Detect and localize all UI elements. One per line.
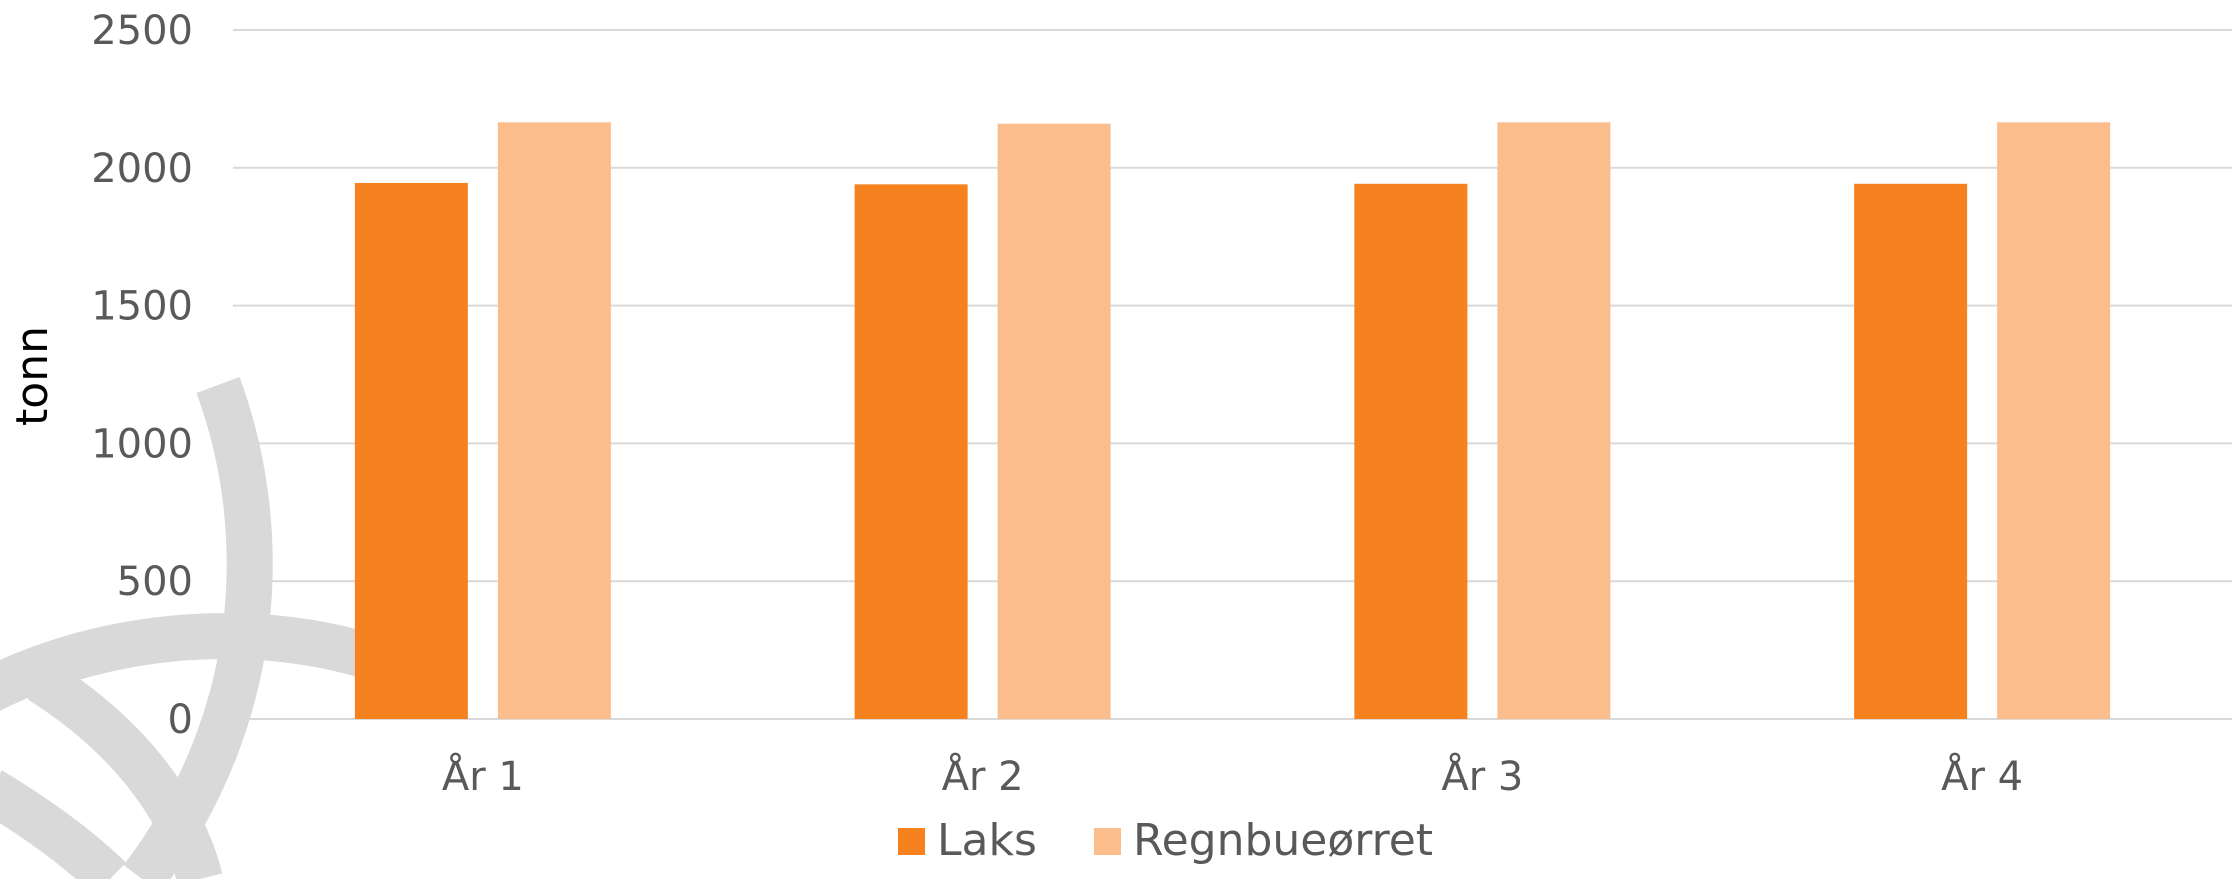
bar-regnbueorret: [1997, 122, 2111, 720]
y-tick-label: 500: [117, 559, 193, 605]
legend-swatch-regnbueorret: [1094, 828, 1121, 855]
legend: Laks Regnbueørret: [898, 815, 1433, 866]
legend-label-regnbueorret: Regnbueørret: [1133, 815, 1433, 866]
watermark-arc: [27, 660, 223, 883]
bar-regnbueorret: [1497, 122, 1611, 720]
y-axis-ticks: 0 500 1000 1500 2000 2500: [91, 8, 193, 743]
y-tick-label: 0: [168, 697, 193, 743]
y-tick-label: 2500: [91, 8, 193, 54]
bar-laks: [1354, 183, 1468, 720]
y-tick-label: 1000: [91, 421, 193, 467]
watermark-arc: [0, 613, 388, 711]
y-tick-label: 2000: [91, 146, 193, 192]
bar-laks: [354, 182, 468, 719]
legend-label-laks: Laks: [937, 815, 1037, 866]
legend-swatch-laks: [898, 828, 925, 855]
bar-regnbueorret: [497, 122, 611, 720]
x-tick-label: År 3: [1441, 752, 1523, 800]
watermark-arc: [0, 770, 126, 883]
x-tick-label: År 2: [942, 752, 1024, 800]
x-axis-ticks: År 1 År 2 År 3 År 4: [442, 752, 2023, 800]
bar-laks: [1854, 183, 1968, 720]
x-tick-label: År 4: [1941, 752, 2023, 800]
bar-laks: [854, 184, 968, 719]
y-axis-title: tonn: [7, 326, 58, 426]
bars: [354, 122, 2111, 720]
bar-regnbueorret: [997, 123, 1111, 720]
x-tick-label: År 1: [442, 752, 524, 800]
y-tick-label: 1500: [91, 284, 193, 330]
